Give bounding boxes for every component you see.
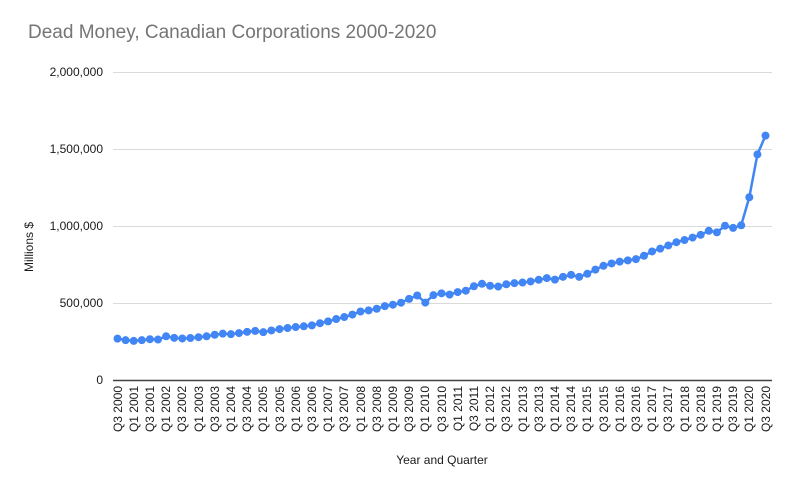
data-point[interactable]: [129, 336, 138, 345]
data-point[interactable]: [194, 333, 203, 342]
data-point[interactable]: [761, 131, 770, 140]
data-point[interactable]: [291, 323, 300, 332]
data-point[interactable]: [672, 238, 681, 247]
data-point[interactable]: [299, 322, 308, 331]
data-point[interactable]: [226, 330, 235, 339]
data-point[interactable]: [648, 247, 657, 256]
data-point[interactable]: [453, 288, 462, 297]
data-point[interactable]: [704, 226, 713, 235]
data-point[interactable]: [445, 290, 454, 299]
data-point[interactable]: [413, 291, 422, 300]
data-point[interactable]: [267, 326, 276, 335]
data-point[interactable]: [364, 306, 373, 315]
data-point[interactable]: [591, 265, 600, 274]
data-point[interactable]: [340, 313, 349, 322]
data-point[interactable]: [737, 221, 746, 230]
data-point[interactable]: [405, 294, 414, 303]
data-point[interactable]: [348, 310, 357, 319]
data-point[interactable]: [388, 300, 397, 309]
data-point[interactable]: [145, 335, 154, 344]
data-point[interactable]: [380, 302, 389, 311]
data-point[interactable]: [753, 150, 762, 159]
data-point[interactable]: [178, 334, 187, 343]
data-point[interactable]: [745, 193, 754, 202]
data-point[interactable]: [631, 255, 640, 264]
data-point[interactable]: [510, 279, 519, 288]
data-point[interactable]: [696, 230, 705, 239]
data-point[interactable]: [729, 223, 738, 232]
data-point[interactable]: [664, 241, 673, 250]
data-point[interactable]: [397, 298, 405, 307]
data-point[interactable]: [526, 277, 535, 286]
data-point[interactable]: [210, 330, 219, 339]
data-point[interactable]: [283, 323, 292, 332]
data-point[interactable]: [429, 291, 438, 300]
data-point[interactable]: [251, 326, 260, 335]
data-point[interactable]: [599, 261, 608, 270]
data-point[interactable]: [162, 332, 171, 341]
data-point[interactable]: [469, 282, 478, 291]
data-point[interactable]: [235, 329, 243, 338]
data-point[interactable]: [307, 321, 316, 330]
data-series-line: [116, 134, 767, 343]
data-point[interactable]: [583, 269, 592, 278]
data-point[interactable]: [478, 279, 486, 288]
data-point[interactable]: [170, 333, 179, 342]
data-point[interactable]: [243, 327, 252, 336]
data-point[interactable]: [542, 274, 551, 283]
data-point[interactable]: [575, 272, 584, 281]
data-point[interactable]: [623, 256, 632, 265]
data-point[interactable]: [494, 282, 503, 291]
data-point[interactable]: [640, 251, 648, 260]
data-point[interactable]: [721, 221, 729, 230]
data-point[interactable]: [137, 336, 146, 345]
data-point[interactable]: [656, 244, 665, 253]
data-point[interactable]: [437, 289, 446, 298]
data-point[interactable]: [186, 333, 195, 342]
data-point[interactable]: [332, 315, 341, 324]
data-point[interactable]: [559, 272, 567, 281]
data-point[interactable]: [259, 328, 268, 337]
data-point[interactable]: [154, 335, 162, 344]
chart-title: Dead Money, Canadian Corporations 2000-2…: [28, 22, 437, 43]
data-point[interactable]: [680, 236, 689, 245]
data-point[interactable]: [113, 334, 122, 343]
data-point[interactable]: [518, 278, 527, 287]
data-point[interactable]: [567, 270, 576, 279]
data-point[interactable]: [275, 325, 284, 334]
data-point[interactable]: [688, 233, 697, 242]
data-point[interactable]: [486, 281, 495, 290]
data-point[interactable]: [218, 329, 227, 338]
data-point[interactable]: [121, 336, 130, 345]
data-point[interactable]: [372, 304, 381, 313]
data-point[interactable]: [550, 275, 559, 284]
data-point[interactable]: [324, 317, 333, 326]
data-point[interactable]: [356, 307, 365, 316]
data-point[interactable]: [461, 286, 470, 295]
data-point[interactable]: [607, 259, 616, 268]
data-point[interactable]: [421, 298, 430, 307]
data-point[interactable]: [712, 228, 721, 237]
data-point[interactable]: [502, 280, 511, 289]
data-point[interactable]: [615, 257, 624, 266]
data-point[interactable]: [316, 319, 324, 328]
data-point[interactable]: [202, 332, 211, 341]
x-axis-title: Year and Quarter: [396, 453, 488, 467]
data-point[interactable]: [534, 275, 543, 284]
